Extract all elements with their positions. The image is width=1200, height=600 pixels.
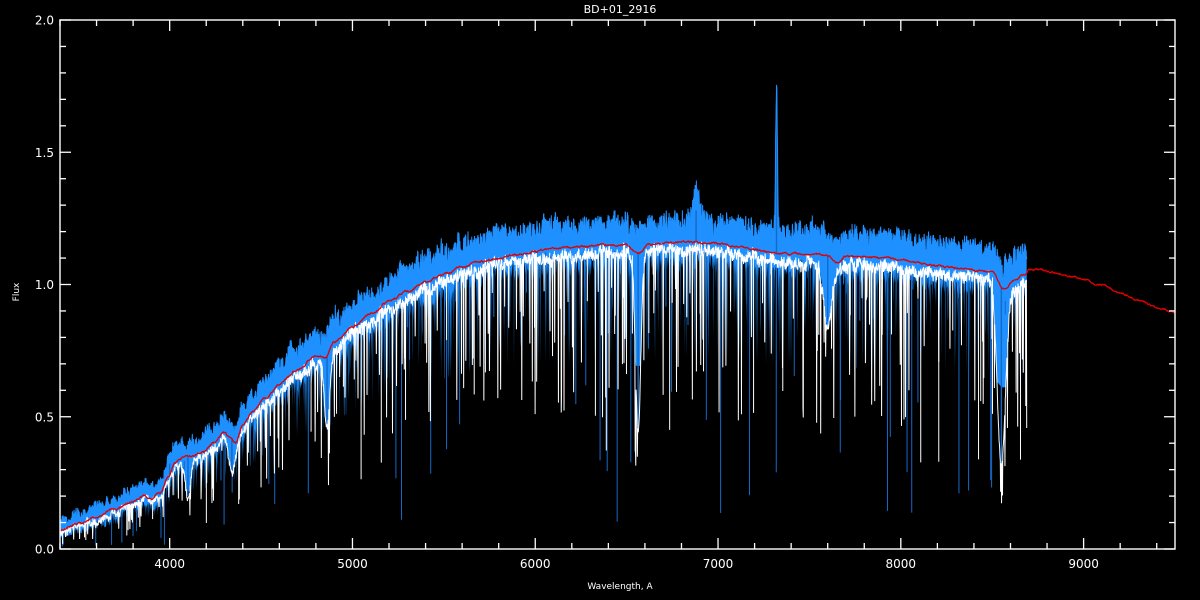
x-tick-label: 6000	[520, 557, 551, 571]
x-tick-label: 8000	[886, 557, 917, 571]
red-continuum-fit	[59, 240, 1176, 532]
x-tick-label: 4000	[154, 557, 185, 571]
y-tick-label: 0.5	[35, 410, 54, 424]
x-tick-label: 7000	[703, 557, 734, 571]
y-tick-label: 0.0	[35, 543, 54, 557]
y-axis-label: Flux	[12, 282, 22, 301]
blue-spectrum-trace	[59, 84, 1028, 527]
chart-title: BD+01_2916	[584, 3, 657, 16]
data-series-layer	[59, 84, 1176, 547]
y-tick-label: 1.5	[35, 146, 54, 160]
white-absorption-spikes	[61, 249, 1021, 544]
x-tick-label: 5000	[337, 557, 368, 571]
axes-frame-layer	[59, 19, 1176, 550]
y-tick-label: 2.0	[35, 14, 54, 28]
tick-label-layer: 4000 5000 6000 7000 8000 9000 0.0 0.5 1.0 1.5 2.0	[35, 14, 1099, 572]
y-tick-label: 1.0	[35, 278, 54, 292]
x-tick-label: 9000	[1068, 557, 1099, 571]
x-axis-label: Wavelength, A	[587, 582, 653, 592]
white-comparison-spectrum	[59, 241, 1028, 540]
